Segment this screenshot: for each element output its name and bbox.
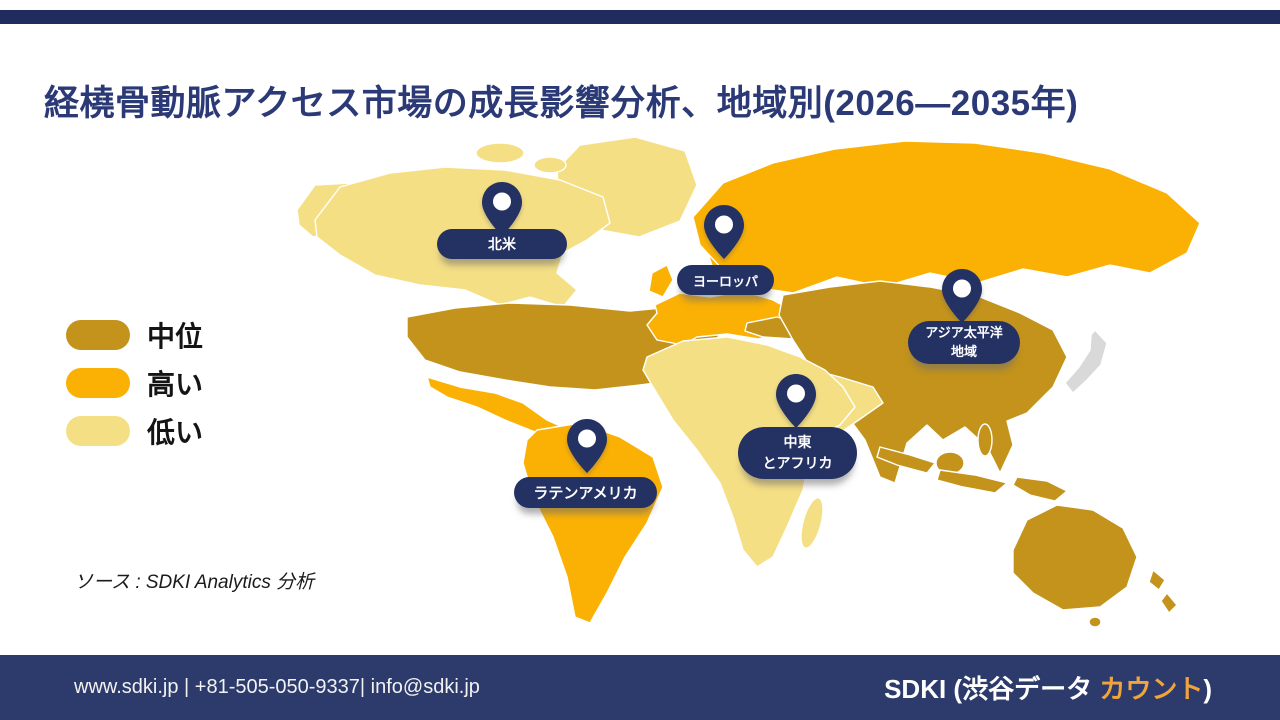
region-indonesia-west bbox=[876, 446, 936, 474]
footer-brand-prefix: SDKI (渋谷データ bbox=[884, 674, 1100, 704]
legend-swatch-low bbox=[66, 416, 130, 446]
top-accent-bar bbox=[0, 10, 1280, 24]
footer-contact-text: www.sdki.jp | +81-505-050-9337| info@sdk… bbox=[74, 676, 480, 698]
map-pin-middle-east-africa-icon bbox=[776, 374, 816, 428]
map-pin-asia-pacific-icon bbox=[942, 269, 982, 323]
region-russia bbox=[692, 140, 1201, 294]
region-uk bbox=[648, 264, 674, 298]
region-label-middle-east-africa: 中東 とアフリカ bbox=[738, 427, 857, 479]
legend-item-low: 低い bbox=[66, 416, 203, 448]
footer-brand: SDKI (渋谷データ カウント) bbox=[884, 669, 1212, 706]
source-note: ソース : SDKI Analytics 分析 bbox=[74, 572, 315, 593]
region-label-asia-pacific: アジア太平洋 地域 bbox=[908, 321, 1020, 364]
footer-bar: www.sdki.jp | +81-505-050-9337| info@sdk… bbox=[0, 655, 1280, 720]
region-new-zealand-south bbox=[1160, 592, 1178, 614]
map-pin-latin-america-icon bbox=[567, 419, 607, 473]
legend-label-low: 低い bbox=[147, 417, 204, 448]
region-indonesia-east bbox=[936, 469, 1008, 494]
region-label-latin-america: ラテンアメリカ bbox=[514, 477, 657, 508]
region-arctic-island-2 bbox=[533, 156, 567, 174]
legend: 中位 高い 低い bbox=[66, 320, 203, 464]
region-madagascar bbox=[800, 497, 824, 549]
map-pin-europe-icon bbox=[704, 205, 744, 259]
region-arctic-island bbox=[475, 142, 525, 164]
region-tasmania bbox=[1088, 616, 1102, 628]
footer-brand-suffix: ) bbox=[1203, 674, 1212, 704]
legend-item-medium: 中位 bbox=[66, 320, 203, 352]
legend-item-high: 高い bbox=[66, 368, 203, 400]
legend-label-medium: 中位 bbox=[147, 321, 204, 352]
map-pin-north-america-icon bbox=[482, 182, 522, 236]
region-label-north-america: 北米 bbox=[437, 229, 567, 259]
legend-swatch-high bbox=[66, 368, 130, 398]
region-japan bbox=[1064, 329, 1108, 394]
legend-label-high: 高い bbox=[147, 369, 204, 400]
region-philippines bbox=[977, 423, 993, 457]
page-title: 経橈骨動脈アクセス市場の成長影響分析、地域別(2026—2035年) bbox=[44, 84, 1079, 124]
region-new-zealand-north bbox=[1148, 569, 1166, 591]
region-australia bbox=[1012, 504, 1138, 611]
region-label-europe: ヨーロッパ bbox=[677, 265, 774, 295]
footer-brand-highlight: カウント bbox=[1099, 674, 1204, 704]
legend-swatch-medium bbox=[66, 320, 130, 350]
region-new-guinea bbox=[1012, 476, 1068, 502]
